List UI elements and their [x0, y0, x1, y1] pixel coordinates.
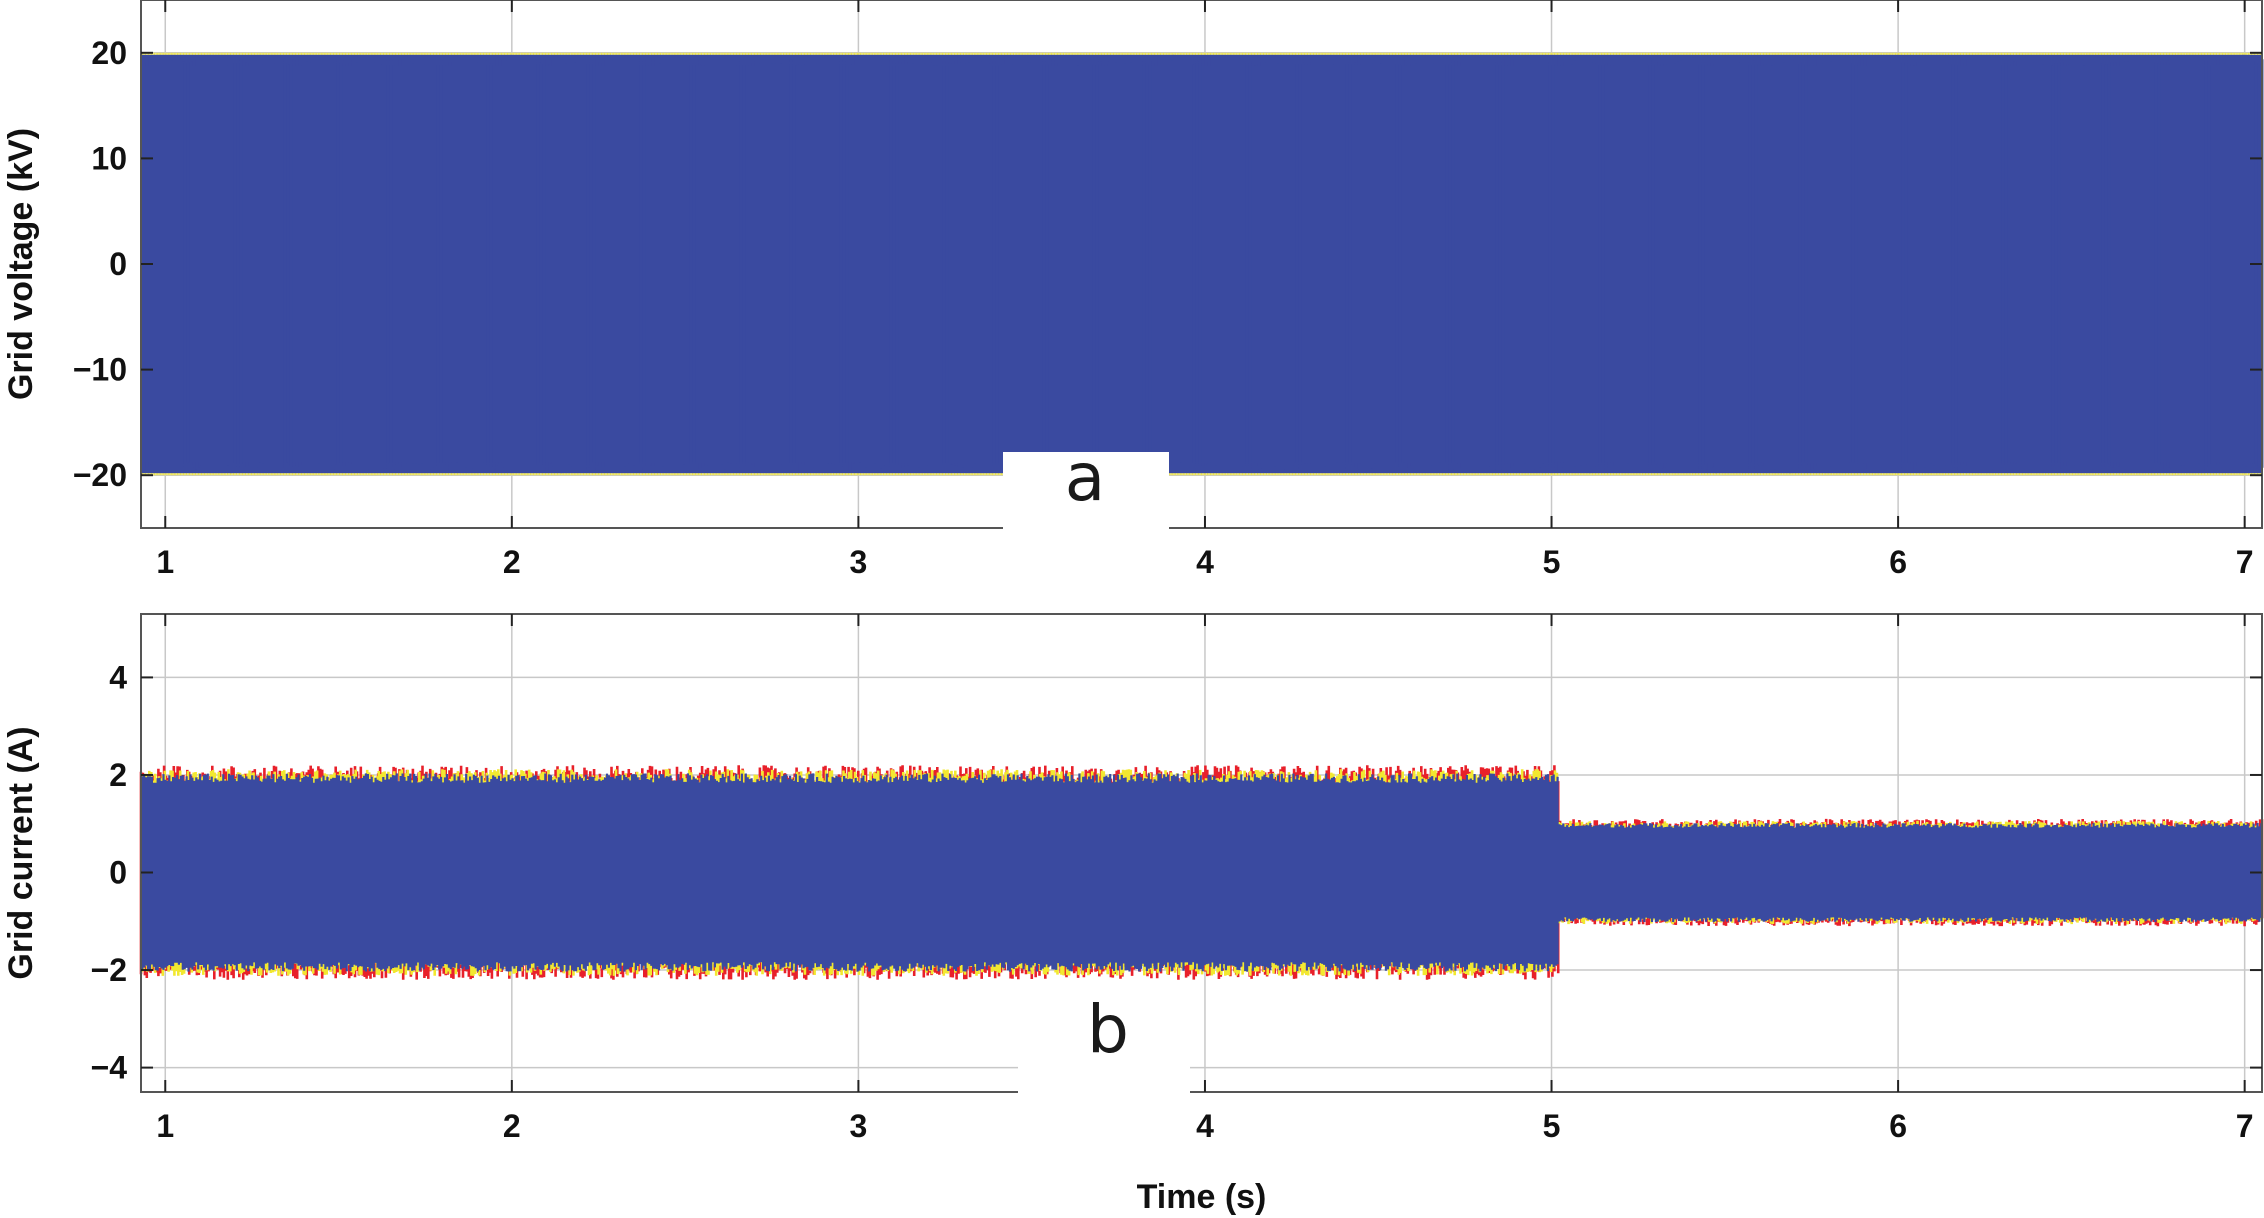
waveform-grid-voltage — [140, 52, 2264, 476]
panel-a-grid-voltage-plot: 1 2 3 4 5 6 7 −20 −10 0 10 20 Grid voltage (kV) a — [2, 0, 2264, 580]
y-tick-label: 10 — [91, 140, 127, 176]
series-blue-core — [1558, 830, 2262, 915]
y-axis-label: Grid current (A) — [2, 726, 40, 979]
x-tick-label: 2 — [503, 544, 521, 580]
x-tick-label: 5 — [1543, 544, 1561, 580]
y-tick-label: −4 — [91, 1050, 128, 1086]
waveform-grid-current — [139, 765, 2264, 980]
x-tick-label: 7 — [2236, 544, 2254, 580]
axes-frame — [140, 613, 2263, 1093]
panel-label-background — [1018, 1028, 1190, 1098]
y-tick-label: 2 — [109, 757, 127, 793]
series-blue-peaks — [141, 54, 2264, 474]
y-tick-label: 0 — [109, 855, 127, 891]
x-tick-label: 1 — [156, 544, 174, 580]
x-axis-label: Time (s) — [1137, 1178, 1267, 1216]
series-blue-phase — [141, 54, 2262, 474]
x-tick-label: 7 — [2236, 1108, 2254, 1144]
x-tick-label: 4 — [1196, 544, 1214, 580]
series-blue-core — [141, 788, 1552, 957]
x-tick-label: 3 — [849, 1108, 867, 1144]
y-axis-label: Grid voltage (kV) — [2, 128, 40, 400]
x-tick-label: 4 — [1196, 1108, 1214, 1144]
x-tick-label: 1 — [156, 1108, 174, 1144]
y-tick-label: −20 — [73, 457, 127, 493]
panel-label-background — [1003, 452, 1169, 532]
x-tick-label: 3 — [849, 544, 867, 580]
x-tick-label: 5 — [1543, 1108, 1561, 1144]
x-tick-label: 2 — [503, 1108, 521, 1144]
y-tick-label: 0 — [109, 246, 127, 282]
panel-b-grid-current-plot: 1 2 3 4 5 6 7 −4 −2 0 2 4 Grid current (A) Time (s) b — [2, 613, 2264, 1216]
y-tick-label: −2 — [91, 952, 127, 988]
y-tick-label: −10 — [73, 352, 127, 388]
x-tick-label: 6 — [1889, 1108, 1907, 1144]
panel-label-a: a — [1065, 439, 1105, 516]
panel-label-b: b — [1087, 991, 1129, 1068]
y-tick-label: 4 — [109, 659, 127, 695]
x-tick-label: 6 — [1889, 544, 1907, 580]
y-tick-label: 20 — [91, 35, 127, 71]
